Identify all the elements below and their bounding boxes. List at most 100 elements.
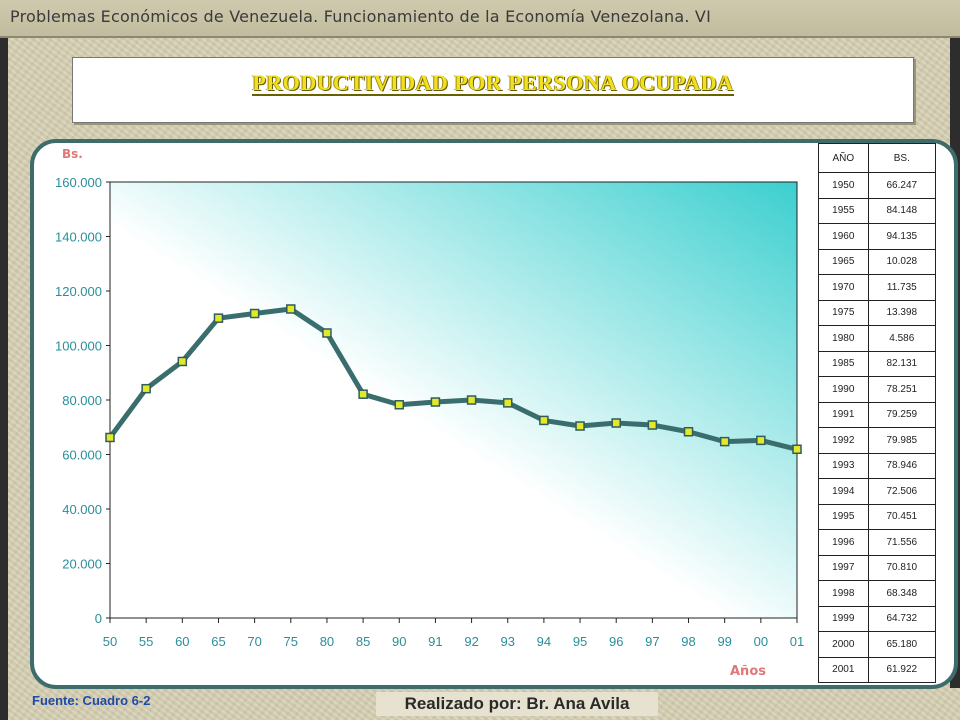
table-cell-value: 82.131 [867, 350, 937, 377]
data-point-marker [177, 356, 188, 367]
x-tick-label: 60 [175, 634, 189, 649]
table-cell-year: 1998 [818, 580, 869, 607]
x-tick-label: 65 [211, 634, 225, 649]
x-tick-label: 93 [501, 634, 515, 649]
table-cell-value: 64.732 [867, 605, 937, 632]
table-row: 1992 79.985 [818, 427, 937, 454]
table-cell-value: 72.506 [867, 478, 937, 505]
table-cell-value: 10.028 [867, 248, 937, 275]
table-row: 1998 68.348 [818, 580, 937, 607]
table-header-value: BS. [867, 143, 937, 173]
table-row: 1993 78.946 [818, 452, 937, 479]
table-cell-value: 13.398 [867, 299, 937, 326]
data-point-marker [213, 313, 224, 323]
x-tick-label: 90 [392, 634, 406, 649]
table-cell-value: 78.946 [867, 452, 937, 479]
data-point-marker [141, 383, 151, 394]
table-row: 1975 13.398 [818, 299, 937, 326]
table-cell-year: 1960 [818, 223, 869, 250]
x-tick-label: 80 [320, 634, 334, 649]
x-tick-label: 70 [247, 634, 261, 649]
table-row: 2001 61.922 [818, 656, 937, 683]
table-row: 1991 79.259 [818, 401, 937, 428]
table-row: 1995 70.451 [818, 503, 937, 530]
table-cell-value: 4.586 [867, 325, 937, 352]
x-tick-label: 95 [573, 634, 587, 649]
x-tick-label: 01 [790, 634, 804, 649]
data-point-marker [575, 421, 585, 431]
x-tick-label: 55 [139, 634, 153, 649]
data-point-marker [249, 308, 260, 319]
table-cell-year: 1950 [818, 172, 869, 199]
table-row: 1970 11.735 [818, 274, 937, 301]
table-row: 1999 64.732 [818, 605, 937, 632]
table-row: 1960 94.135 [818, 223, 937, 250]
table-header-year: AÑO [818, 143, 869, 173]
table-cell-year: 1996 [818, 529, 869, 556]
x-tick-label: 92 [464, 634, 478, 649]
x-tick-label: 91 [428, 634, 442, 649]
header-bar: Problemas Económicos de Venezuela. Funci… [0, 0, 960, 38]
table-cell-year: 1997 [818, 554, 869, 581]
left-border-strip [0, 38, 8, 720]
page-title-wrap: PRODUCTIVIDAD POR PERSONA OCUPADA [73, 70, 913, 97]
table-row: 1955 84.148 [818, 197, 937, 224]
table-row: 1994 72.506 [818, 478, 937, 505]
table-cell-value: 70.451 [867, 503, 937, 530]
table-cell-year: 1955 [818, 197, 869, 224]
table-cell-year: 1965 [818, 248, 869, 275]
table-cell-year: 1992 [818, 427, 869, 454]
table-cell-value: 71.556 [867, 529, 937, 556]
source-note: Fuente: Cuadro 6-2 [32, 693, 151, 708]
author-note: Realizado por: Br. Ana Avila [376, 692, 658, 716]
y-tick-label: 160.000 [55, 175, 102, 190]
y-axis-label: Bs. [62, 147, 83, 161]
data-point-marker [466, 395, 477, 405]
table-cell-value: 11.735 [867, 274, 937, 301]
table-cell-year: 2000 [818, 631, 869, 658]
y-tick-label: 0 [95, 611, 102, 626]
table-header-row: AÑO BS. [818, 143, 937, 173]
y-tick-label: 80.000 [62, 393, 102, 408]
page-title: PRODUCTIVIDAD POR PERSONA OCUPADA [252, 70, 734, 97]
x-tick-label: 94 [537, 634, 551, 649]
data-point-marker [358, 389, 368, 399]
data-point-marker [719, 436, 730, 447]
table-cell-value: 94.135 [867, 223, 937, 250]
table-cell-year: 1994 [818, 478, 869, 505]
data-point-marker [683, 427, 694, 437]
table-row: 2000 65.180 [818, 631, 937, 658]
table-row: 1965 10.028 [818, 248, 937, 275]
data-point-marker [539, 415, 549, 426]
data-point-marker [286, 304, 296, 314]
table-cell-value: 84.148 [867, 197, 937, 224]
table-row: 1996 71.556 [818, 529, 937, 556]
data-point-marker [647, 420, 658, 430]
table-cell-value: 70.810 [867, 554, 937, 581]
y-tick-label: 100.000 [55, 339, 102, 354]
table-row: 1985 82.131 [818, 350, 937, 377]
title-box: PRODUCTIVIDAD POR PERSONA OCUPADA [72, 57, 914, 123]
table-cell-year: 1975 [818, 299, 869, 326]
x-tick-label: 85 [356, 634, 370, 649]
x-tick-label: 50 [103, 634, 117, 649]
table-cell-value: 61.922 [867, 656, 937, 683]
y-tick-label: 40.000 [62, 502, 102, 517]
table-cell-year: 2001 [818, 656, 869, 683]
series-line [107, 306, 800, 452]
data-point-marker [105, 432, 115, 443]
data-point-marker [611, 418, 621, 428]
x-tick-label: 96 [609, 634, 623, 649]
data-table: AÑO BS. 1950 66.247 1955 84.148 1960 94.135 19… [818, 143, 937, 683]
data-point-marker [502, 398, 513, 408]
table-row: 1950 66.247 [818, 172, 937, 199]
table-cell-year: 1980 [818, 325, 869, 352]
x-tick-label: 97 [645, 634, 659, 649]
table-cell-year: 1991 [818, 401, 869, 428]
table-cell-value: 79.259 [867, 401, 937, 428]
x-tick-label: 98 [681, 634, 695, 649]
header-text: Problemas Económicos de Venezuela. Funci… [10, 7, 711, 26]
data-point-marker [322, 328, 332, 338]
table-cell-year: 1970 [818, 274, 869, 301]
